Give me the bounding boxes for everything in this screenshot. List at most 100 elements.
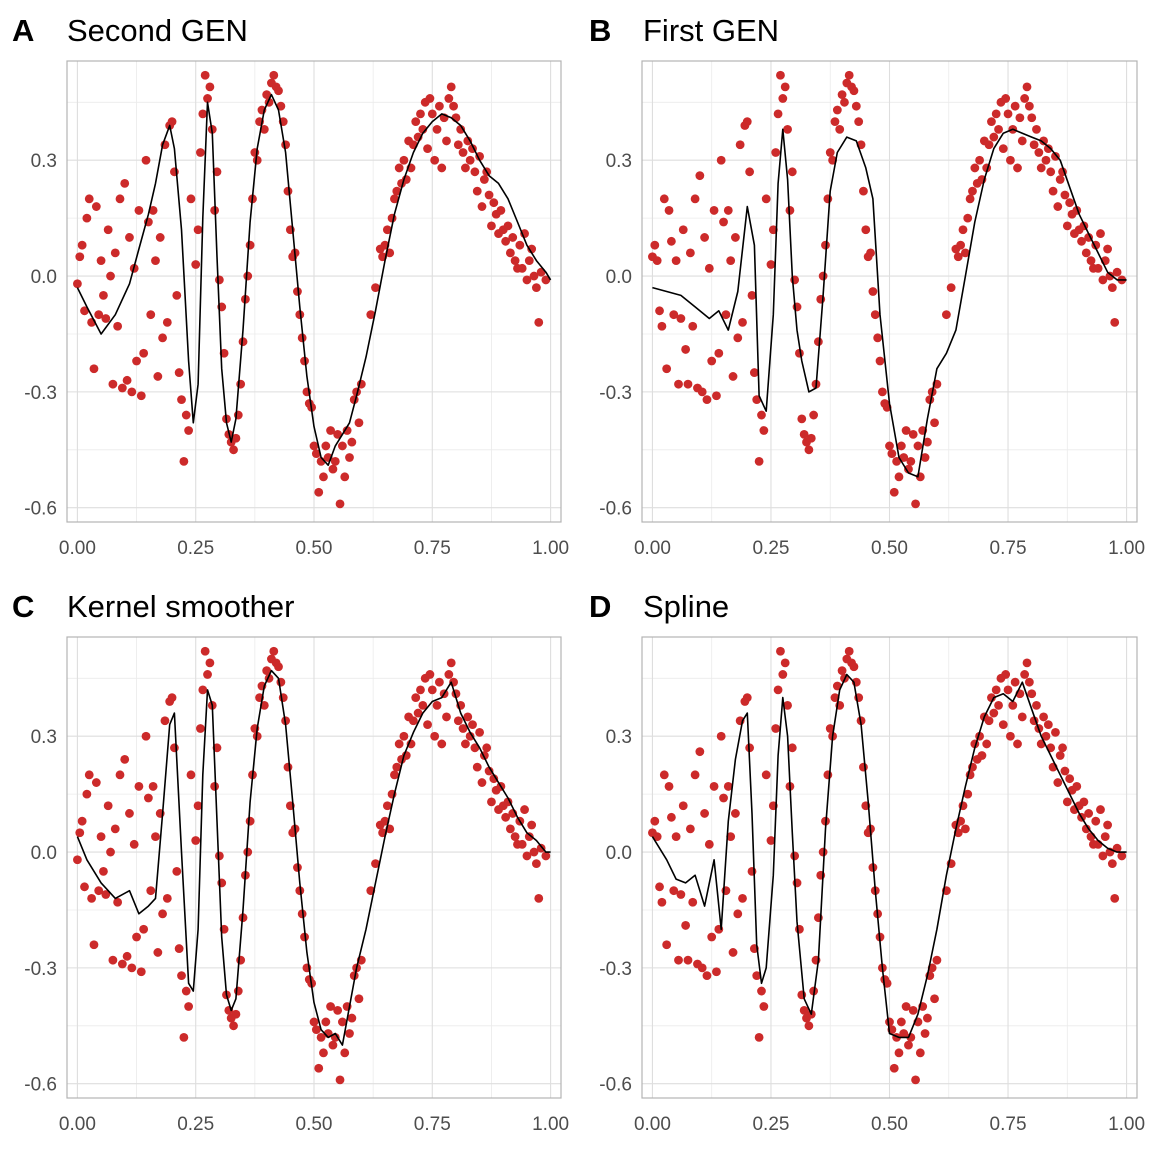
data-point	[198, 685, 208, 695]
data-point	[89, 364, 99, 374]
data-point	[167, 117, 177, 127]
data-point	[1060, 190, 1070, 200]
data-point	[122, 375, 132, 385]
data-point	[1041, 155, 1051, 165]
data-point	[994, 700, 1003, 710]
data-point	[674, 955, 683, 965]
data-point	[82, 789, 92, 799]
data-point	[830, 117, 840, 127]
data-point	[709, 782, 719, 791]
data-point	[749, 368, 759, 377]
data-point	[1017, 136, 1027, 146]
y-tick-label: -0.3	[24, 383, 57, 404]
data-point	[968, 186, 977, 196]
data-point	[113, 897, 123, 907]
data-point	[697, 963, 707, 973]
data-point	[117, 383, 127, 393]
data-point	[394, 739, 404, 749]
data-point	[650, 816, 660, 826]
y-tick-label: -0.6	[599, 499, 632, 520]
y-tick-label: -0.3	[599, 383, 632, 404]
data-point	[849, 662, 859, 672]
data-point	[719, 217, 728, 227]
data-point	[1015, 113, 1025, 123]
data-point	[139, 924, 149, 934]
data-point	[662, 940, 672, 950]
data-point	[1032, 124, 1041, 134]
data-point	[503, 221, 513, 231]
data-point	[1112, 267, 1122, 277]
y-tick-label: 0.0	[31, 267, 57, 288]
data-point	[392, 186, 402, 196]
data-point	[870, 310, 880, 320]
data-point	[463, 712, 473, 722]
data-point	[726, 256, 736, 266]
data-point	[1081, 248, 1091, 258]
data-point	[311, 449, 321, 459]
data-point	[998, 144, 1008, 154]
data-point	[804, 1021, 814, 1031]
y-tick-label: 0.0	[606, 843, 632, 864]
data-point	[776, 70, 785, 80]
data-point	[946, 283, 956, 293]
y-tick-label: 0.3	[31, 727, 57, 748]
data-point	[731, 809, 740, 818]
data-point	[702, 395, 712, 405]
data-point	[283, 762, 293, 772]
data-point	[752, 395, 762, 405]
data-point	[1001, 94, 1011, 103]
data-point	[110, 248, 120, 258]
data-point	[688, 321, 698, 331]
data-point	[674, 379, 683, 389]
data-point	[844, 646, 854, 656]
data-point	[783, 700, 792, 710]
data-point	[141, 155, 151, 165]
data-point	[172, 290, 182, 300]
data-point	[700, 233, 709, 242]
data-point	[77, 240, 87, 250]
data-point	[314, 487, 324, 497]
data-point	[442, 712, 451, 722]
data-point	[262, 666, 272, 675]
data-point	[191, 836, 201, 845]
y-tick-label: -0.3	[24, 959, 57, 980]
data-point	[778, 94, 788, 103]
data-point	[162, 317, 172, 327]
data-point	[960, 824, 970, 834]
data-point	[662, 364, 672, 374]
data-point	[505, 248, 515, 258]
data-point	[527, 244, 537, 254]
y-tick-label: -0.6	[24, 499, 57, 520]
data-point	[458, 148, 468, 157]
data-point	[181, 986, 191, 996]
data-point	[752, 971, 762, 981]
data-point	[508, 233, 518, 242]
data-point	[146, 310, 156, 320]
data-point	[799, 1005, 809, 1015]
data-point	[965, 194, 975, 204]
data-point	[669, 886, 679, 896]
data-point	[127, 963, 137, 973]
data-point	[418, 700, 428, 710]
data-point	[889, 1063, 899, 1073]
data-point	[1107, 283, 1117, 293]
data-point	[120, 178, 130, 188]
data-point	[326, 426, 335, 435]
data-point	[1043, 144, 1053, 154]
data-point	[125, 233, 134, 242]
data-point	[818, 847, 828, 857]
data-point	[229, 1021, 238, 1031]
data-point	[269, 70, 279, 80]
data-point	[652, 256, 662, 266]
data-point	[158, 333, 167, 343]
data-point	[1096, 805, 1105, 814]
data-point	[1046, 167, 1056, 177]
data-point	[776, 646, 785, 656]
data-point	[517, 263, 527, 273]
panel-a: A Second GEN 0.00 0.25 0.50 0.75 1.00 -0.6 -0.3 0…	[12, 13, 569, 559]
data-point	[754, 1032, 764, 1042]
data-point	[958, 225, 968, 235]
x-tick-label: 0.00	[59, 1114, 96, 1135]
data-point	[773, 109, 783, 119]
data-point	[911, 499, 920, 509]
